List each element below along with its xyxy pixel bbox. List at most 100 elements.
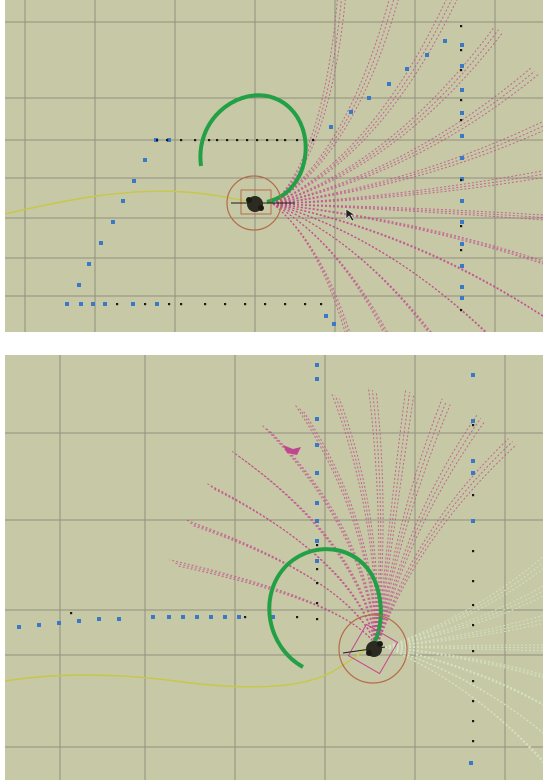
top-viewport[interactable] [5, 0, 543, 332]
trajectory-sample [295, 405, 378, 648]
trajectory-sample [376, 401, 447, 648]
scan-point [244, 616, 247, 619]
scan-point [315, 539, 319, 543]
trajectory-sample [272, 173, 543, 205]
scan-point [131, 302, 135, 306]
scan-point [316, 602, 319, 605]
trajectory-sample [239, 456, 378, 648]
trajectory-sample [384, 644, 543, 648]
trajectory-sample [272, 203, 384, 332]
trajectory-sample [334, 395, 378, 648]
trajectory-sample [272, 26, 495, 205]
trajectory-sample [384, 568, 543, 648]
scan-point [296, 616, 299, 619]
trajectory-sample [384, 615, 543, 648]
scan-point [472, 604, 475, 607]
scan-point [91, 302, 95, 306]
scan-point [316, 618, 319, 621]
scan-point [460, 220, 464, 224]
scan-point [17, 625, 21, 629]
trajectory-sample [272, 203, 543, 263]
trajectory-sample [169, 559, 378, 648]
trajectory-sample [376, 389, 407, 648]
scan-point [315, 443, 319, 447]
scan-point [460, 43, 464, 47]
scan-point [460, 111, 464, 115]
scan-point [284, 303, 287, 306]
scan-point [284, 139, 287, 142]
scan-point [117, 617, 121, 621]
scan-point [472, 550, 475, 553]
trajectory-sample [272, 0, 395, 205]
trajectory-sample [384, 646, 543, 675]
trajectory-sample [272, 203, 543, 317]
scan-point [116, 303, 119, 306]
trajectory-sample [272, 203, 543, 317]
scan-point [315, 559, 319, 563]
scan-point [469, 761, 473, 765]
scan-point [77, 283, 81, 287]
scan-point [236, 139, 239, 142]
scan-point [209, 615, 213, 619]
trajectory-marker [283, 445, 301, 455]
scan-point [99, 241, 103, 245]
scan-point [266, 139, 269, 142]
scan-point [315, 377, 319, 381]
trajectory-sample [384, 646, 543, 677]
scan-point [472, 494, 475, 497]
scan-point [471, 459, 475, 463]
scan-point [329, 125, 333, 129]
trajectory-sample [272, 203, 543, 221]
scan-point [460, 199, 464, 203]
local-trajectory-arc [267, 547, 383, 669]
trajectory-sample [272, 0, 458, 205]
trajectory-sample [272, 203, 388, 332]
trajectory-sample [384, 646, 543, 649]
scan-point [460, 49, 463, 52]
bottom-viewport[interactable] [5, 355, 543, 780]
candidate-trajectories [272, 0, 543, 332]
laser-scan-points [65, 25, 464, 326]
trajectory-sample [272, 0, 346, 205]
scan-point [87, 262, 91, 266]
scan-point [204, 303, 207, 306]
scan-point [156, 139, 159, 142]
scan-point [405, 67, 409, 71]
scan-point [460, 99, 463, 102]
scan-point [443, 39, 447, 43]
trajectory-sample [376, 441, 513, 648]
grid [5, 355, 543, 780]
scan-point [315, 363, 319, 367]
scan-point [195, 615, 199, 619]
trajectory-sample [272, 29, 499, 205]
robot-icon [246, 196, 264, 212]
scan-point [472, 580, 475, 583]
scan-point [460, 264, 464, 268]
trajectory-sample [177, 565, 378, 648]
trajectory-sample [272, 125, 543, 205]
grid [5, 0, 543, 332]
scan-point [166, 139, 169, 142]
scan-point [324, 314, 328, 318]
global-path [5, 648, 368, 688]
scan-point [460, 156, 464, 160]
scan-point [304, 303, 307, 306]
trajectory-sample [272, 203, 488, 332]
scan-point [472, 700, 475, 703]
scan-point [208, 139, 211, 142]
scan-point [77, 619, 81, 623]
scan-point [111, 220, 115, 224]
scan-point [460, 25, 463, 28]
trajectory-sample [384, 646, 543, 706]
local-trajectory-arc [198, 93, 308, 204]
scan-point [460, 134, 464, 138]
trajectory-sample [384, 646, 543, 706]
scan-point [194, 139, 197, 142]
trajectory-sample [376, 392, 411, 648]
trajectory-sample [376, 417, 482, 648]
trajectory-sample [384, 595, 543, 648]
scan-point [226, 139, 229, 142]
trajectory-sample [303, 411, 378, 648]
scan-point [181, 615, 185, 619]
trajectory-sample [231, 450, 378, 648]
